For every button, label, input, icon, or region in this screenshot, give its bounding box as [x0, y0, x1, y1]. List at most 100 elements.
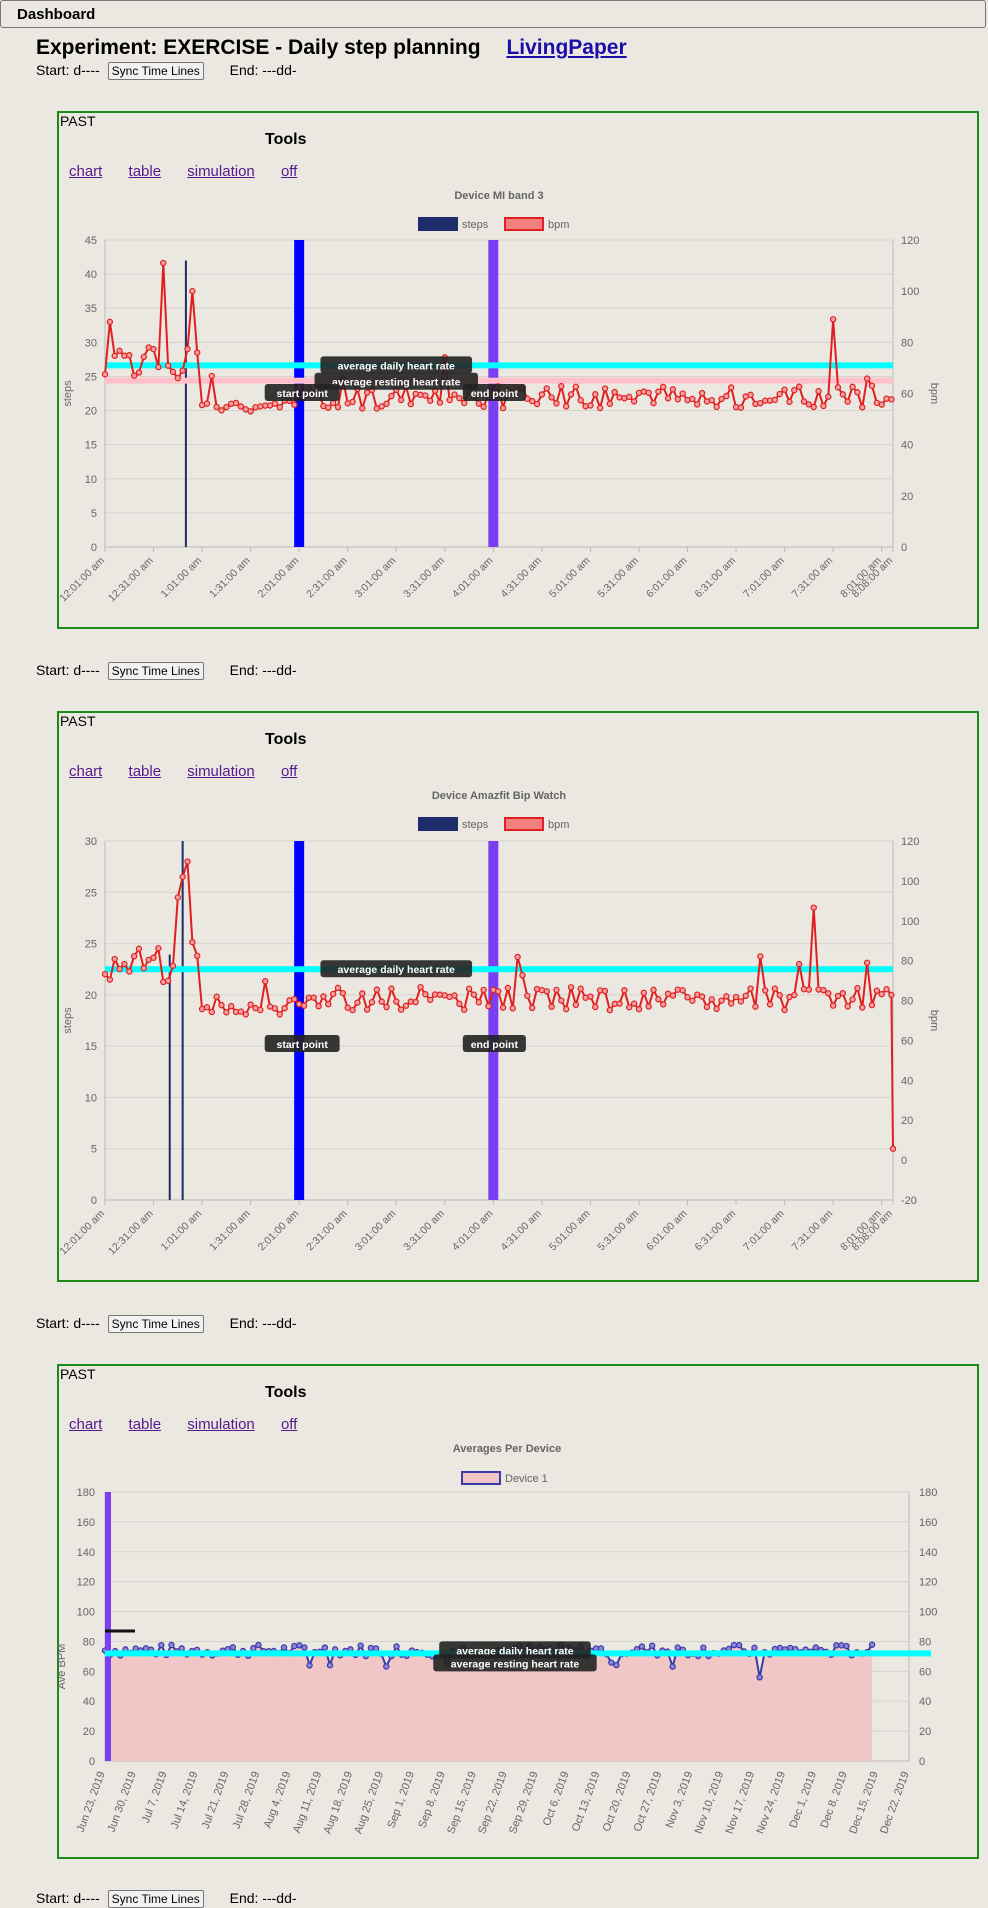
bpm-point [718, 997, 725, 1004]
legend-swatch [418, 817, 458, 831]
bpm-point [261, 978, 269, 985]
x-tick-label: Jul 28, 2019 [231, 1770, 263, 1830]
bpm-point [203, 400, 211, 407]
series-point [301, 1644, 308, 1651]
off-link[interactable]: off [280, 163, 298, 180]
bpm-point [810, 904, 817, 911]
off-link[interactable]: off [280, 1416, 298, 1433]
sync-time-lines-button[interactable]: Sync Time Lines [107, 1315, 204, 1333]
start-label: Start: d---- [36, 62, 100, 78]
bpm-point [480, 986, 487, 994]
bpm-point [213, 993, 220, 1000]
avg-resting-label-box [433, 1654, 597, 1672]
y-tick-label: 140 [77, 1547, 95, 1559]
bpm-point [669, 992, 677, 999]
x-tick-label: Nov 3, 2019 [664, 1770, 696, 1830]
avg-resting-label: average resting heart rate [332, 377, 461, 389]
bpm-point [320, 993, 327, 1000]
bpm-point [713, 1005, 720, 1013]
x-tick-label: Sep 29, 2019 [507, 1770, 541, 1836]
bpm-point [650, 986, 657, 994]
bpm-point [815, 387, 822, 395]
table-link[interactable]: table [128, 163, 162, 180]
bpm-point [388, 985, 395, 992]
y-tick-label: 100 [77, 1607, 95, 1619]
bpm-point [451, 992, 458, 999]
bpm-point [849, 383, 856, 391]
end-label: End: ---dd- [229, 62, 297, 78]
x-tick-label: Aug 11, 2019 [291, 1770, 324, 1835]
table-link[interactable]: table [128, 763, 162, 780]
simulation-link[interactable]: simulation [187, 763, 255, 780]
bpm-point [475, 400, 482, 407]
bpm-point [592, 1003, 599, 1011]
x-tick-label: 2:31:00 am [304, 1207, 350, 1253]
avg-resting-label-box [314, 372, 478, 390]
bpm-point [412, 998, 419, 1006]
bpm-point [698, 389, 706, 397]
sync-time-lines-button[interactable]: Sync Time Lines [107, 662, 204, 680]
bpm-point [596, 404, 604, 412]
bpm-point [679, 390, 686, 397]
bpm-point [844, 398, 851, 405]
bpm-point [349, 398, 356, 406]
livingpaper-link[interactable]: LivingPaper [506, 36, 627, 59]
avg-daily-line [105, 966, 893, 973]
bpm-point [359, 405, 366, 412]
bpm-point [626, 1004, 633, 1011]
x-tick-label: 12:31:00 am [106, 554, 156, 604]
table-link[interactable]: table [128, 1416, 162, 1433]
bpm-point [829, 1002, 837, 1009]
x-tick-label: Jul 21, 2019 [200, 1770, 232, 1830]
simulation-link[interactable]: simulation [187, 163, 255, 180]
chart-link[interactable]: chart [69, 163, 103, 180]
bpm-point [548, 1003, 555, 1010]
y-tick-label: 160 [77, 1517, 95, 1529]
y2-tick-label: 120 [901, 235, 919, 247]
bpm-point [242, 1011, 249, 1018]
bpm-point [694, 401, 701, 408]
bpm-point [611, 388, 618, 396]
sync-time-lines-button[interactable]: Sync Time Lines [107, 62, 204, 80]
bpm-point [363, 389, 371, 396]
chart-link[interactable]: chart [69, 1416, 103, 1433]
x-tick-label: Dec 8, 2019 [818, 1770, 850, 1830]
x-tick-label: Jul 14, 2019 [169, 1770, 201, 1830]
simulation-link[interactable]: simulation [187, 1416, 255, 1433]
bpm-point [130, 953, 138, 960]
legend-swatch [504, 817, 544, 831]
chart-link[interactable]: chart [69, 763, 103, 780]
y2-tick-label: 120 [919, 1577, 937, 1589]
bpm-point [834, 992, 842, 1000]
x-tick-label: Oct 13, 2019 [570, 1770, 603, 1833]
legend-swatch [461, 1471, 501, 1485]
series-point [367, 1644, 375, 1652]
x-tick-label: Oct 20, 2019 [601, 1770, 634, 1833]
bpm-point [844, 1003, 851, 1010]
bpm-point [572, 1001, 580, 1009]
y2-tick-label: 40 [901, 1075, 913, 1087]
y2-tick-label: 20 [919, 1726, 931, 1738]
series-point [776, 1644, 784, 1652]
y-axis-label: steps [62, 1007, 74, 1034]
bpm-point [218, 407, 225, 414]
series-point [674, 1644, 681, 1651]
x-tick-label: 1:01:00 am [159, 554, 205, 600]
bpm-point [247, 1001, 254, 1008]
legend-label: bpm [548, 219, 569, 231]
bpm-point [208, 1008, 215, 1016]
y2-tick-label: 20 [901, 491, 913, 503]
sync-time-lines-button[interactable]: Sync Time Lines [107, 1890, 204, 1908]
sync-row: Start: d---- Sync Time Lines End: ---dd- [36, 62, 297, 80]
averages-chart: Averages Per Device Device 1 0 0 20 20 40 40 60 6… [56, 1443, 937, 1836]
bpm-point [781, 1006, 788, 1014]
x-tick-label: Aug 4, 2019 [262, 1770, 294, 1830]
past-label: PAST [60, 113, 96, 129]
y2-tick-label: 160 [919, 1517, 937, 1529]
bpm-point [771, 396, 779, 404]
y-tick-label: 0 [91, 1195, 97, 1207]
bpm-point [723, 993, 730, 1000]
series-point [383, 1663, 390, 1670]
bpm-point [354, 999, 361, 1006]
off-link[interactable]: off [280, 763, 298, 780]
